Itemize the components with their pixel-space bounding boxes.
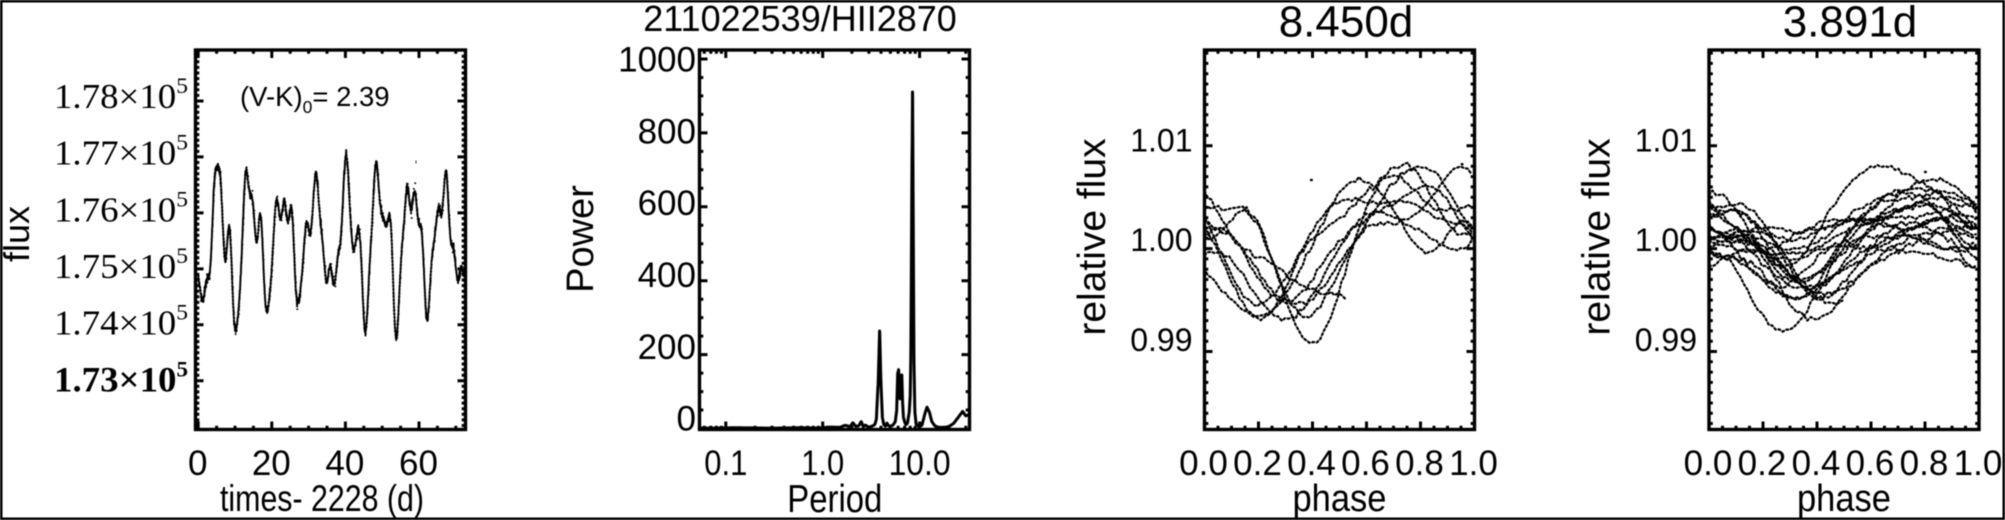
svg-text:0.8: 0.8 xyxy=(1395,444,1444,483)
svg-text:1.76×105: 1.76×10 5 xyxy=(54,186,188,229)
svg-text:1000: 1000 xyxy=(618,41,696,80)
svg-text:Period: Period xyxy=(787,478,882,520)
svg-text:1.01: 1.01 xyxy=(1635,122,1697,158)
svg-text:1.00: 1.00 xyxy=(1130,222,1192,258)
svg-text:0.4: 0.4 xyxy=(1792,444,1841,483)
svg-text:times- 2228 (d): times- 2228 (d) xyxy=(220,478,424,519)
svg-text:0.4: 0.4 xyxy=(1287,444,1336,483)
svg-text:Power: Power xyxy=(560,185,602,293)
svg-text:1.01: 1.01 xyxy=(1130,122,1192,158)
svg-text:10.0: 10.0 xyxy=(889,444,951,483)
svg-text:600: 600 xyxy=(638,184,696,223)
svg-text:1.0: 1.0 xyxy=(1954,444,2003,483)
svg-text:0.99: 0.99 xyxy=(1635,322,1697,358)
svg-text:0.2: 0.2 xyxy=(1233,444,1282,483)
svg-text:0.6: 0.6 xyxy=(1846,444,1895,483)
svg-text:phase: phase xyxy=(1293,478,1387,520)
svg-text:1.78×105: 1.78×10 5 xyxy=(54,73,188,116)
svg-text:3.891d: 3.891d xyxy=(1783,0,1918,47)
svg-text:1.0: 1.0 xyxy=(1449,444,1498,483)
svg-text:8.450d: 8.450d xyxy=(1279,0,1414,47)
svg-text:(V-K)0= 2.39: (V-K)0= 2.39 xyxy=(240,81,390,117)
svg-text:200: 200 xyxy=(638,328,696,367)
svg-text:0.0: 0.0 xyxy=(1179,444,1228,483)
svg-text:20: 20 xyxy=(252,444,291,483)
svg-text:1.75×105: 1.75×10 5 xyxy=(54,243,188,286)
svg-text:0.99: 0.99 xyxy=(1130,322,1192,358)
svg-text:800: 800 xyxy=(638,112,696,151)
svg-text:flux: flux xyxy=(0,206,37,262)
svg-text:1.73×105: 1.73×10 5 xyxy=(54,356,188,399)
svg-text:211022539/HII2870: 211022539/HII2870 xyxy=(643,0,957,39)
svg-text:0: 0 xyxy=(188,444,207,483)
svg-text:1.0: 1.0 xyxy=(801,444,844,483)
svg-text:0.1: 0.1 xyxy=(704,444,747,483)
svg-text:1.00: 1.00 xyxy=(1635,222,1697,258)
svg-text:phase: phase xyxy=(1797,478,1891,520)
svg-text:1.77×105: 1.77×10 5 xyxy=(54,130,188,173)
svg-text:60: 60 xyxy=(399,444,438,483)
svg-text:1.74×105: 1.74×10 5 xyxy=(54,300,188,343)
svg-text:0: 0 xyxy=(677,400,696,439)
svg-text:relative flux: relative flux xyxy=(1071,138,1114,336)
svg-text:400: 400 xyxy=(638,256,696,295)
svg-text:40: 40 xyxy=(325,444,364,483)
svg-text:0.0: 0.0 xyxy=(1684,444,1733,483)
svg-text:relative flux: relative flux xyxy=(1576,138,1619,336)
svg-text:0.8: 0.8 xyxy=(1900,444,1949,483)
svg-text:0.2: 0.2 xyxy=(1738,444,1787,483)
svg-text:0.6: 0.6 xyxy=(1341,444,1390,483)
